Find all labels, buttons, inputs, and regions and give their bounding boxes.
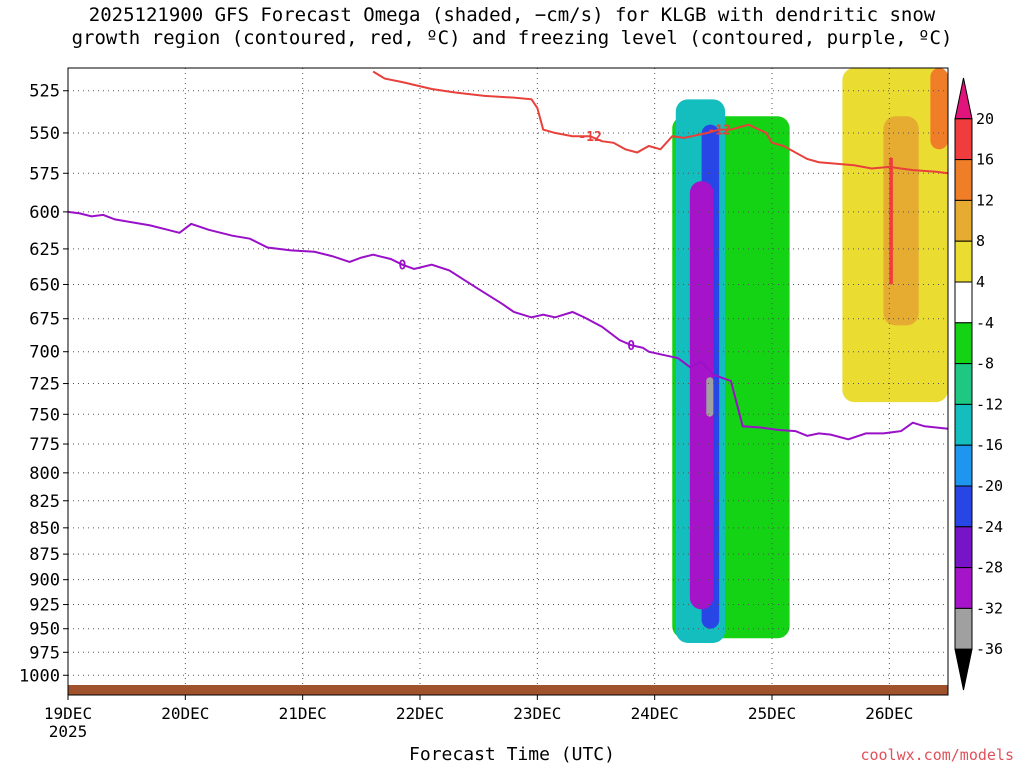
colorbar-swatch-2 bbox=[954, 159, 973, 201]
colorbar-label-12: -32 bbox=[976, 599, 1003, 617]
y-tick-label-17: 950 bbox=[29, 620, 60, 640]
y-tick-label-3: 600 bbox=[29, 203, 60, 223]
colorbar-label-1: 16 bbox=[976, 151, 994, 169]
x-tick-label-1: 20DEC bbox=[161, 704, 209, 723]
y-tick-label-7: 700 bbox=[29, 343, 60, 363]
y-tick-label-4: 625 bbox=[29, 240, 60, 260]
y-tick-label-14: 875 bbox=[29, 545, 60, 565]
colorbar-swatch-7 bbox=[954, 363, 973, 405]
y-tick-label-12: 825 bbox=[29, 492, 60, 512]
omega-region-5 bbox=[706, 377, 714, 417]
grid-lines bbox=[67, 68, 948, 695]
y-tick-label-13: 850 bbox=[29, 519, 60, 539]
colorbar-swatch-12 bbox=[954, 567, 973, 609]
colorbar-label-11: -28 bbox=[976, 559, 1003, 577]
colorbar-label-9: -20 bbox=[976, 477, 1003, 495]
positive-omega-region-1 bbox=[883, 116, 919, 326]
colorbar-swatch-11 bbox=[954, 526, 973, 569]
chart-title: 2025121900 GFS Forecast Omega (shaded, −… bbox=[0, 4, 1024, 50]
colorbar-label-3: 8 bbox=[976, 232, 985, 250]
y-tick-label-6: 675 bbox=[29, 310, 60, 330]
x-tick-label-4: 23DEC bbox=[513, 704, 561, 723]
colorbar-swatch-9 bbox=[954, 444, 973, 487]
colorbar-label-4: 4 bbox=[976, 273, 985, 291]
plot-border bbox=[67, 67, 949, 696]
x-year-label: 2025 bbox=[49, 722, 88, 741]
x-tick-label-3: 22DEC bbox=[396, 704, 444, 723]
x-axis-label: Forecast Time (UTC) bbox=[409, 744, 615, 765]
positive-omega-region-3 bbox=[889, 157, 893, 285]
colorbar-label-8: -16 bbox=[976, 436, 1003, 454]
colorbar-swatch-8 bbox=[954, 403, 973, 446]
y-tick-label-16: 925 bbox=[29, 596, 60, 616]
colorbar-label-5: -4 bbox=[976, 314, 994, 332]
colorbar-swatch-1 bbox=[954, 118, 973, 161]
terrain-surface bbox=[68, 685, 948, 695]
colorbar-swatch-4 bbox=[954, 240, 973, 283]
y-tick-label-1: 550 bbox=[29, 124, 60, 144]
y-tick-label-2: 575 bbox=[29, 164, 60, 184]
x-axis-ticks: 19DEC 20DEC 21DEC 22DEC 23DEC 24DEC 25DEC 26DEC… bbox=[44, 695, 913, 741]
contour-label--12-1: -12 bbox=[707, 124, 730, 139]
contour-0 bbox=[67, 210, 949, 441]
chart-title-line1: 2025121900 GFS Forecast Omega (shaded, −… bbox=[88, 4, 936, 26]
x-tick-label-5: 24DEC bbox=[631, 704, 679, 723]
colorbar: 20 16 12 8 4 -4 -8 -12 -16 -20 -24 -28 -32 -36 bbox=[954, 77, 1003, 691]
colorbar-cap-bottom bbox=[954, 648, 973, 691]
colorbar-label-6: -8 bbox=[976, 355, 994, 373]
contour-label--12-0: -12 bbox=[578, 130, 601, 145]
y-tick-label-19: 1000 bbox=[19, 666, 60, 686]
contours: -12 -12 0 0 bbox=[67, 70, 949, 441]
colorbar-swatch-5 bbox=[954, 281, 973, 324]
y-tick-label-10: 775 bbox=[29, 435, 60, 455]
y-tick-label-8: 725 bbox=[29, 375, 60, 395]
y-tick-label-18: 975 bbox=[29, 643, 60, 663]
colorbar-label-13: -36 bbox=[976, 640, 1003, 658]
y-axis-ticks: 525 550 575 600 625 650 675 700 725 750 775 800 825 8… bbox=[19, 82, 68, 686]
x-tick-label-0: 19DEC bbox=[44, 704, 92, 723]
colorbar-label-0: 20 bbox=[976, 110, 994, 128]
source-credit: coolwx.com/models bbox=[860, 746, 1014, 764]
colorbar-swatch-3 bbox=[954, 199, 973, 242]
x-tick-label-2: 21DEC bbox=[279, 704, 327, 723]
chart-title-line2: growth region (contoured, red, ºC) and f… bbox=[71, 27, 953, 49]
colorbar-swatch-6 bbox=[954, 322, 973, 365]
contour-label-0-1: 0 bbox=[627, 339, 635, 354]
terrain-band bbox=[68, 685, 948, 695]
y-tick-label-5: 650 bbox=[29, 275, 60, 295]
plot-frame bbox=[67, 67, 949, 696]
colorbar-label-2: 12 bbox=[976, 191, 994, 209]
contour--12 bbox=[372, 70, 949, 175]
colorbar-cap-top bbox=[954, 77, 973, 120]
y-tick-label-9: 750 bbox=[29, 405, 60, 425]
x-tick-label-6: 25DEC bbox=[748, 704, 796, 723]
y-tick-label-0: 525 bbox=[29, 82, 60, 102]
colorbar-swatch-10 bbox=[954, 485, 973, 528]
y-tick-label-11: 800 bbox=[29, 464, 60, 484]
x-tick-label-7: 26DEC bbox=[865, 704, 913, 723]
omega-region-4 bbox=[689, 181, 714, 610]
colorbar-swatch-13 bbox=[954, 607, 973, 650]
colorbar-label-7: -12 bbox=[976, 395, 1003, 413]
positive-omega-region-2 bbox=[930, 68, 948, 150]
colorbar-label-10: -24 bbox=[976, 518, 1003, 536]
y-tick-label-15: 900 bbox=[29, 571, 60, 591]
contour-label-0-0: 0 bbox=[398, 259, 406, 274]
